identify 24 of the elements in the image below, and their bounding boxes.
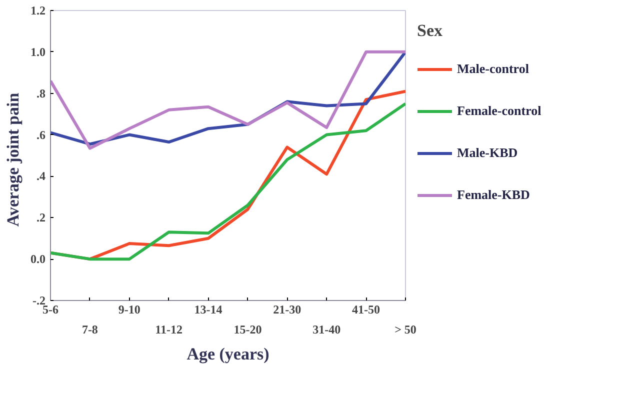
y-axis-title: Average joint pain — [4, 92, 22, 227]
y-tick-label: 0.0 — [30, 252, 46, 266]
x-tick-label: 31-40 — [312, 322, 341, 336]
x-axis-title: Age (years) — [186, 344, 270, 364]
x-tick-label: 9-10 — [118, 302, 140, 316]
legend-label: Female-control — [457, 103, 542, 119]
y-tick-label: .2 — [36, 210, 46, 225]
y-tick-label: 1.2 — [30, 4, 46, 18]
x-tick-label: 21-30 — [273, 302, 302, 316]
y-tick-label: .8 — [36, 86, 46, 100]
x-tick-label: > 50 — [394, 322, 416, 336]
x-tick-label: 41-50 — [352, 302, 380, 316]
y-tick-label: .6 — [36, 128, 46, 142]
x-tick-label: 13-14 — [194, 302, 222, 316]
legend-title: Sex — [417, 21, 444, 41]
legend-label: Female-KBD — [457, 187, 530, 203]
y-tick-label: .4 — [36, 169, 46, 184]
x-tick-label: 5-6 — [42, 302, 58, 316]
x-tick-label: 11-12 — [155, 322, 183, 336]
x-tick-label: 15-20 — [234, 322, 262, 336]
legend-label: Male-control — [457, 61, 529, 77]
x-tick-label: 7-8 — [82, 322, 98, 336]
y-tick-label: 1.0 — [30, 44, 46, 59]
legend-label: Male-KBD — [457, 145, 518, 161]
